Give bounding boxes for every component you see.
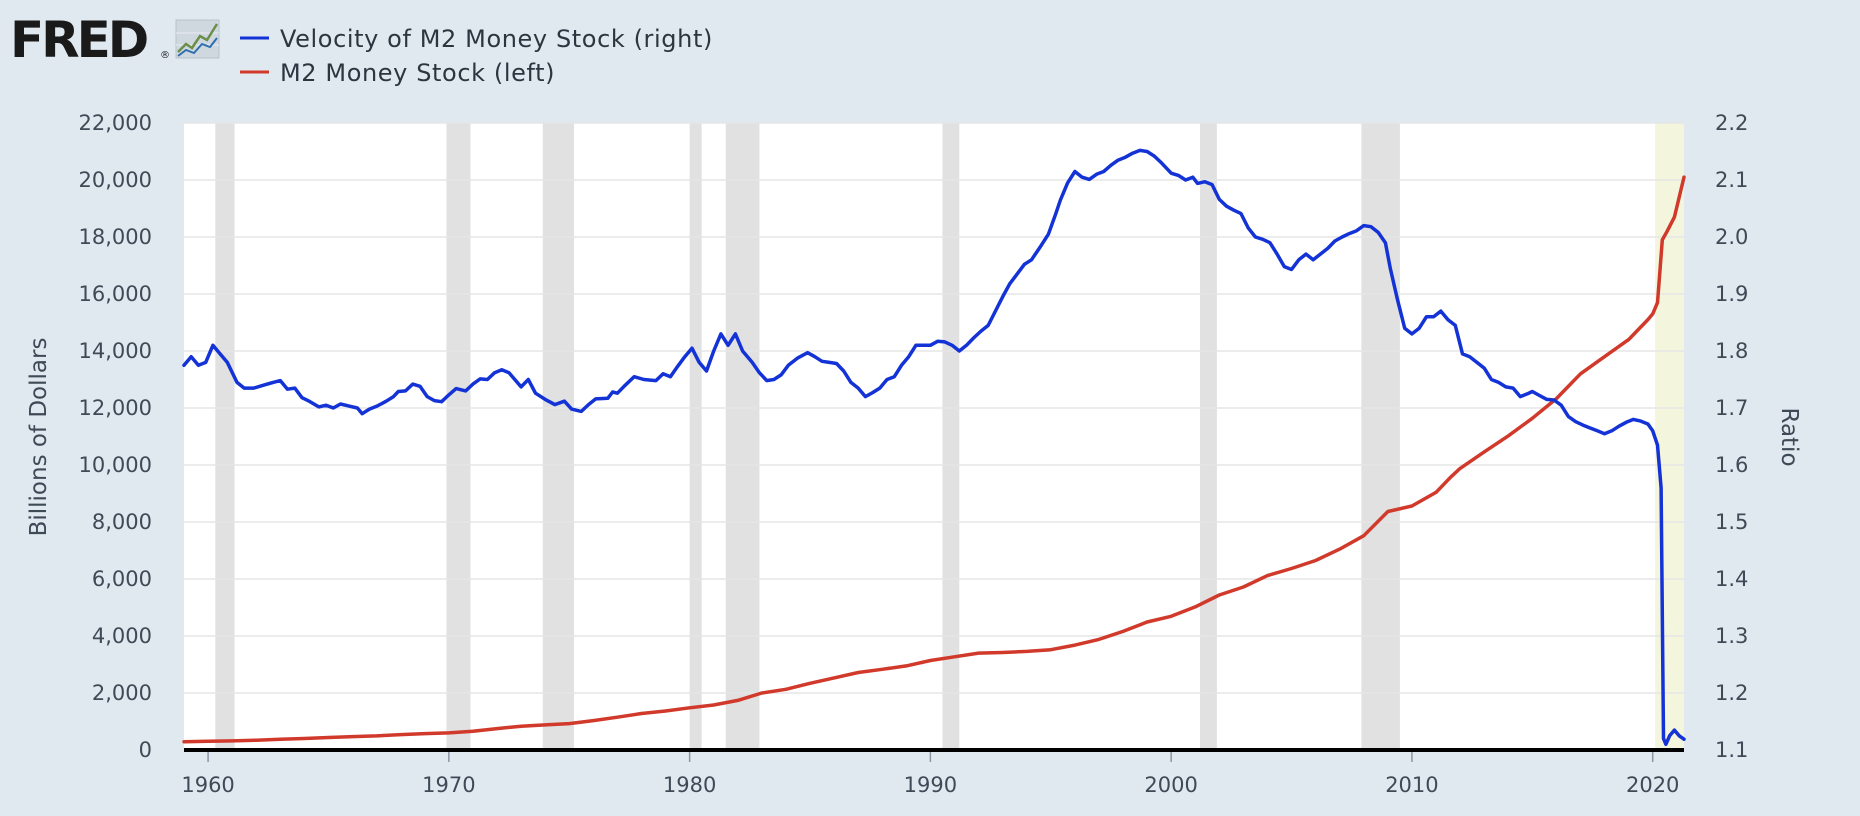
recession-bar-5 — [942, 123, 960, 750]
x-tick-label: 1980 — [663, 773, 716, 797]
plot-area — [182, 122, 1686, 752]
left-tick-label: 10,000 — [79, 453, 152, 477]
highlight-region — [1655, 123, 1684, 750]
x-tick-label: 2020 — [1626, 773, 1679, 797]
recession-bar-3 — [689, 123, 702, 750]
x-tick-label: 1990 — [904, 773, 957, 797]
left-tick-label: 4,000 — [92, 624, 152, 648]
gridlines — [184, 122, 1684, 694]
legend: Velocity of M2 Money Stock (right) M2 Mo… — [240, 25, 713, 87]
right-axis-title: Ratio — [1776, 407, 1802, 466]
fred-logo-text: FRED — [10, 11, 147, 69]
recession-bar-6 — [1200, 123, 1217, 750]
series-line-velocity-m2 — [182, 148, 1686, 747]
left-tick-label: 12,000 — [79, 396, 152, 420]
right-axis-ticks: 1.1 1.2 1.3 1.4 1.5 1.6 1.7 1.8 1.9 2.0 2.1 2.2 — [1715, 111, 1748, 762]
recession-bar-2 — [542, 123, 575, 750]
right-tick-label: 1.4 — [1715, 567, 1748, 591]
left-tick-label: 16,000 — [79, 282, 152, 306]
line-graph-icon — [175, 19, 220, 59]
legend-label-m2[interactable]: M2 Money Stock (left) — [280, 59, 555, 87]
x-tick-label: 2010 — [1385, 773, 1438, 797]
left-tick-label: 18,000 — [79, 225, 152, 249]
recession-bar-1 — [446, 123, 471, 750]
recession-bar-0 — [215, 123, 235, 750]
recession-bar-4 — [725, 123, 760, 750]
left-tick-label: 6,000 — [92, 567, 152, 591]
left-axis-title: Billions of Dollars — [26, 338, 52, 537]
x-tick-label: 1970 — [422, 773, 475, 797]
right-tick-label: 1.1 — [1715, 738, 1748, 762]
right-tick-label: 1.2 — [1715, 681, 1748, 705]
plot-background — [184, 123, 1684, 750]
highlight-band — [1655, 123, 1684, 750]
series-lines — [182, 148, 1686, 747]
right-tick-label: 2.1 — [1715, 168, 1748, 192]
right-tick-label: 1.7 — [1715, 396, 1748, 420]
right-tick-label: 1.5 — [1715, 510, 1748, 534]
left-tick-label: 14,000 — [79, 339, 152, 363]
right-tick-label: 1.8 — [1715, 339, 1748, 363]
left-tick-label: 8,000 — [92, 510, 152, 534]
left-tick-label: 0 — [139, 738, 152, 762]
right-tick-label: 1.3 — [1715, 624, 1748, 648]
series-line-m2-money-stock — [182, 175, 1686, 744]
left-axis-ticks: 0 2,000 4,000 6,000 8,000 10,000 12,000 14,000 1… — [79, 111, 152, 762]
fred-logo-registered: ® — [160, 50, 170, 61]
recession-bar-7 — [1361, 123, 1400, 750]
legend-label-velocity[interactable]: Velocity of M2 Money Stock (right) — [280, 25, 713, 53]
right-tick-label: 1.6 — [1715, 453, 1748, 477]
x-axis-ticks: 1960 1970 1980 1990 2000 2010 2020 — [181, 752, 1679, 797]
right-tick-label: 2.2 — [1715, 111, 1748, 135]
x-tick-label: 1960 — [181, 773, 234, 797]
x-tick-label: 2000 — [1144, 773, 1197, 797]
left-tick-label: 20,000 — [79, 168, 152, 192]
left-tick-label: 22,000 — [79, 111, 152, 135]
fred-logo[interactable]: FRED ® — [10, 11, 220, 69]
left-tick-label: 2,000 — [92, 681, 152, 705]
right-tick-label: 1.9 — [1715, 282, 1748, 306]
recession-bars — [215, 123, 1400, 750]
right-tick-label: 2.0 — [1715, 225, 1748, 249]
